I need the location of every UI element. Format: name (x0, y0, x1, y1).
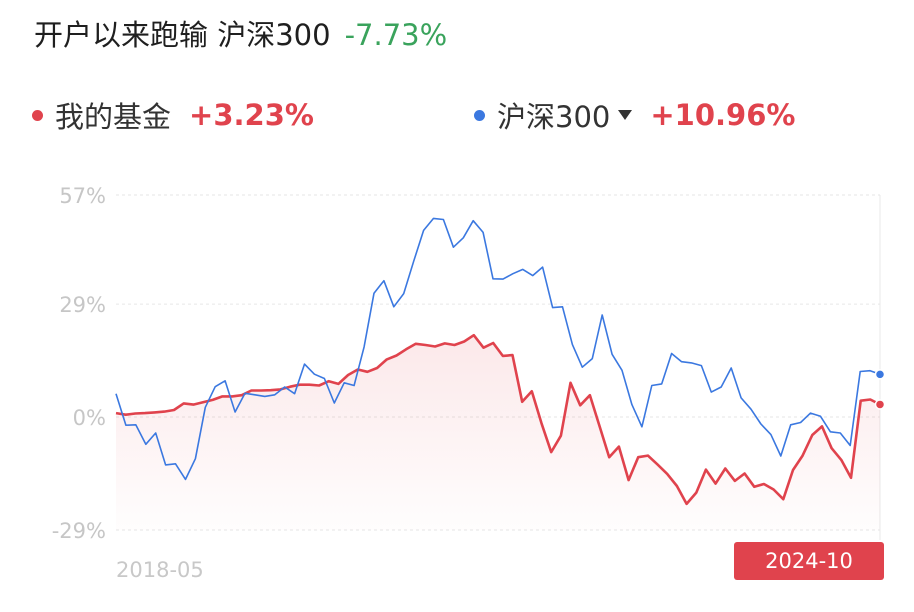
x-axis-end-date-badge: 2024-10 (734, 542, 884, 580)
my-fund-series-line (115, 333, 881, 506)
legend-item-benchmark-selector[interactable]: 沪深300 +10.96% (474, 94, 795, 136)
my-fund-dot-icon (32, 109, 43, 121)
legend-name: 我的基金 (55, 100, 172, 134)
y-tick-label: -29% (52, 519, 106, 543)
page-title: 开户以来跑输 沪深300 (34, 18, 331, 52)
legend-name: 沪深300 (497, 100, 611, 134)
x-axis-start-label: 2018-05 (116, 558, 204, 582)
y-tick-label: 57% (59, 184, 106, 208)
series-area-fill (116, 335, 880, 530)
y-tick-label: 29% (59, 293, 106, 317)
my-fund-end-point (874, 399, 886, 410)
legend-value: +3.23% (189, 98, 314, 132)
y-tick-label: 0% (73, 406, 106, 430)
legend-value: +10.96% (650, 98, 796, 132)
benchmark-dot-icon (474, 109, 485, 121)
header-title-row: 开户以来跑输 沪深300 -7.73% (34, 12, 447, 54)
benchmark-series-line (115, 217, 881, 481)
excess-return-value: -7.73% (344, 18, 448, 52)
dropdown-caret-icon[interactable] (618, 110, 633, 120)
legend-item-my-fund[interactable]: 我的基金 +3.23% (32, 94, 314, 136)
benchmark-end-point (874, 369, 886, 380)
